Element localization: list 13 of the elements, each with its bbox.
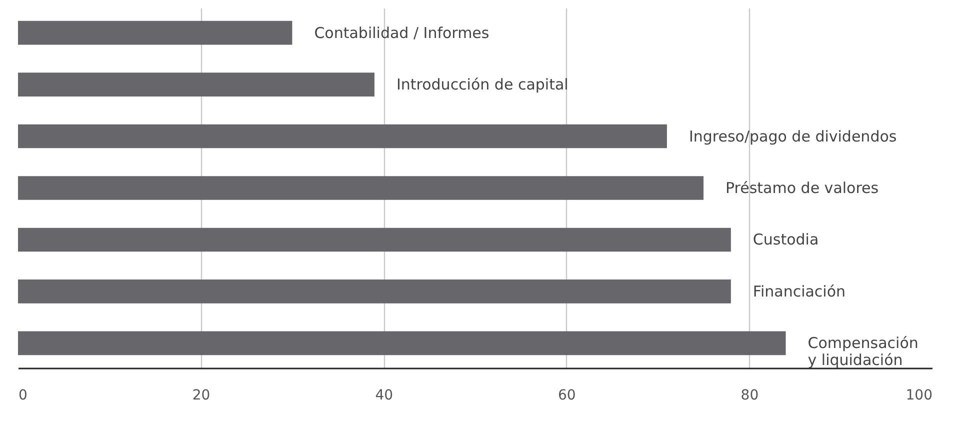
x-tick-label: 40 [375,388,394,404]
y-tick-label: Ingreso/pago de dividendos [688,127,897,146]
x-tick-label: 60 [558,388,576,404]
y-tick-label: Compensación y liquidación [808,334,918,370]
x-tick-label: 0 [18,388,28,404]
y-tick-label: Custodia [752,230,819,249]
x-tick-label: 20 [192,388,210,404]
y-tick-label: Financiación [752,282,846,300]
x-tick-label: 80 [740,388,759,404]
y-tick-label: Contabilidad / Informes [314,24,490,42]
y-tick-label: Introducción de capital [396,76,568,94]
y-tick-label: Préstamo de valores [726,179,879,197]
x-tick-label: 100 [906,388,932,404]
